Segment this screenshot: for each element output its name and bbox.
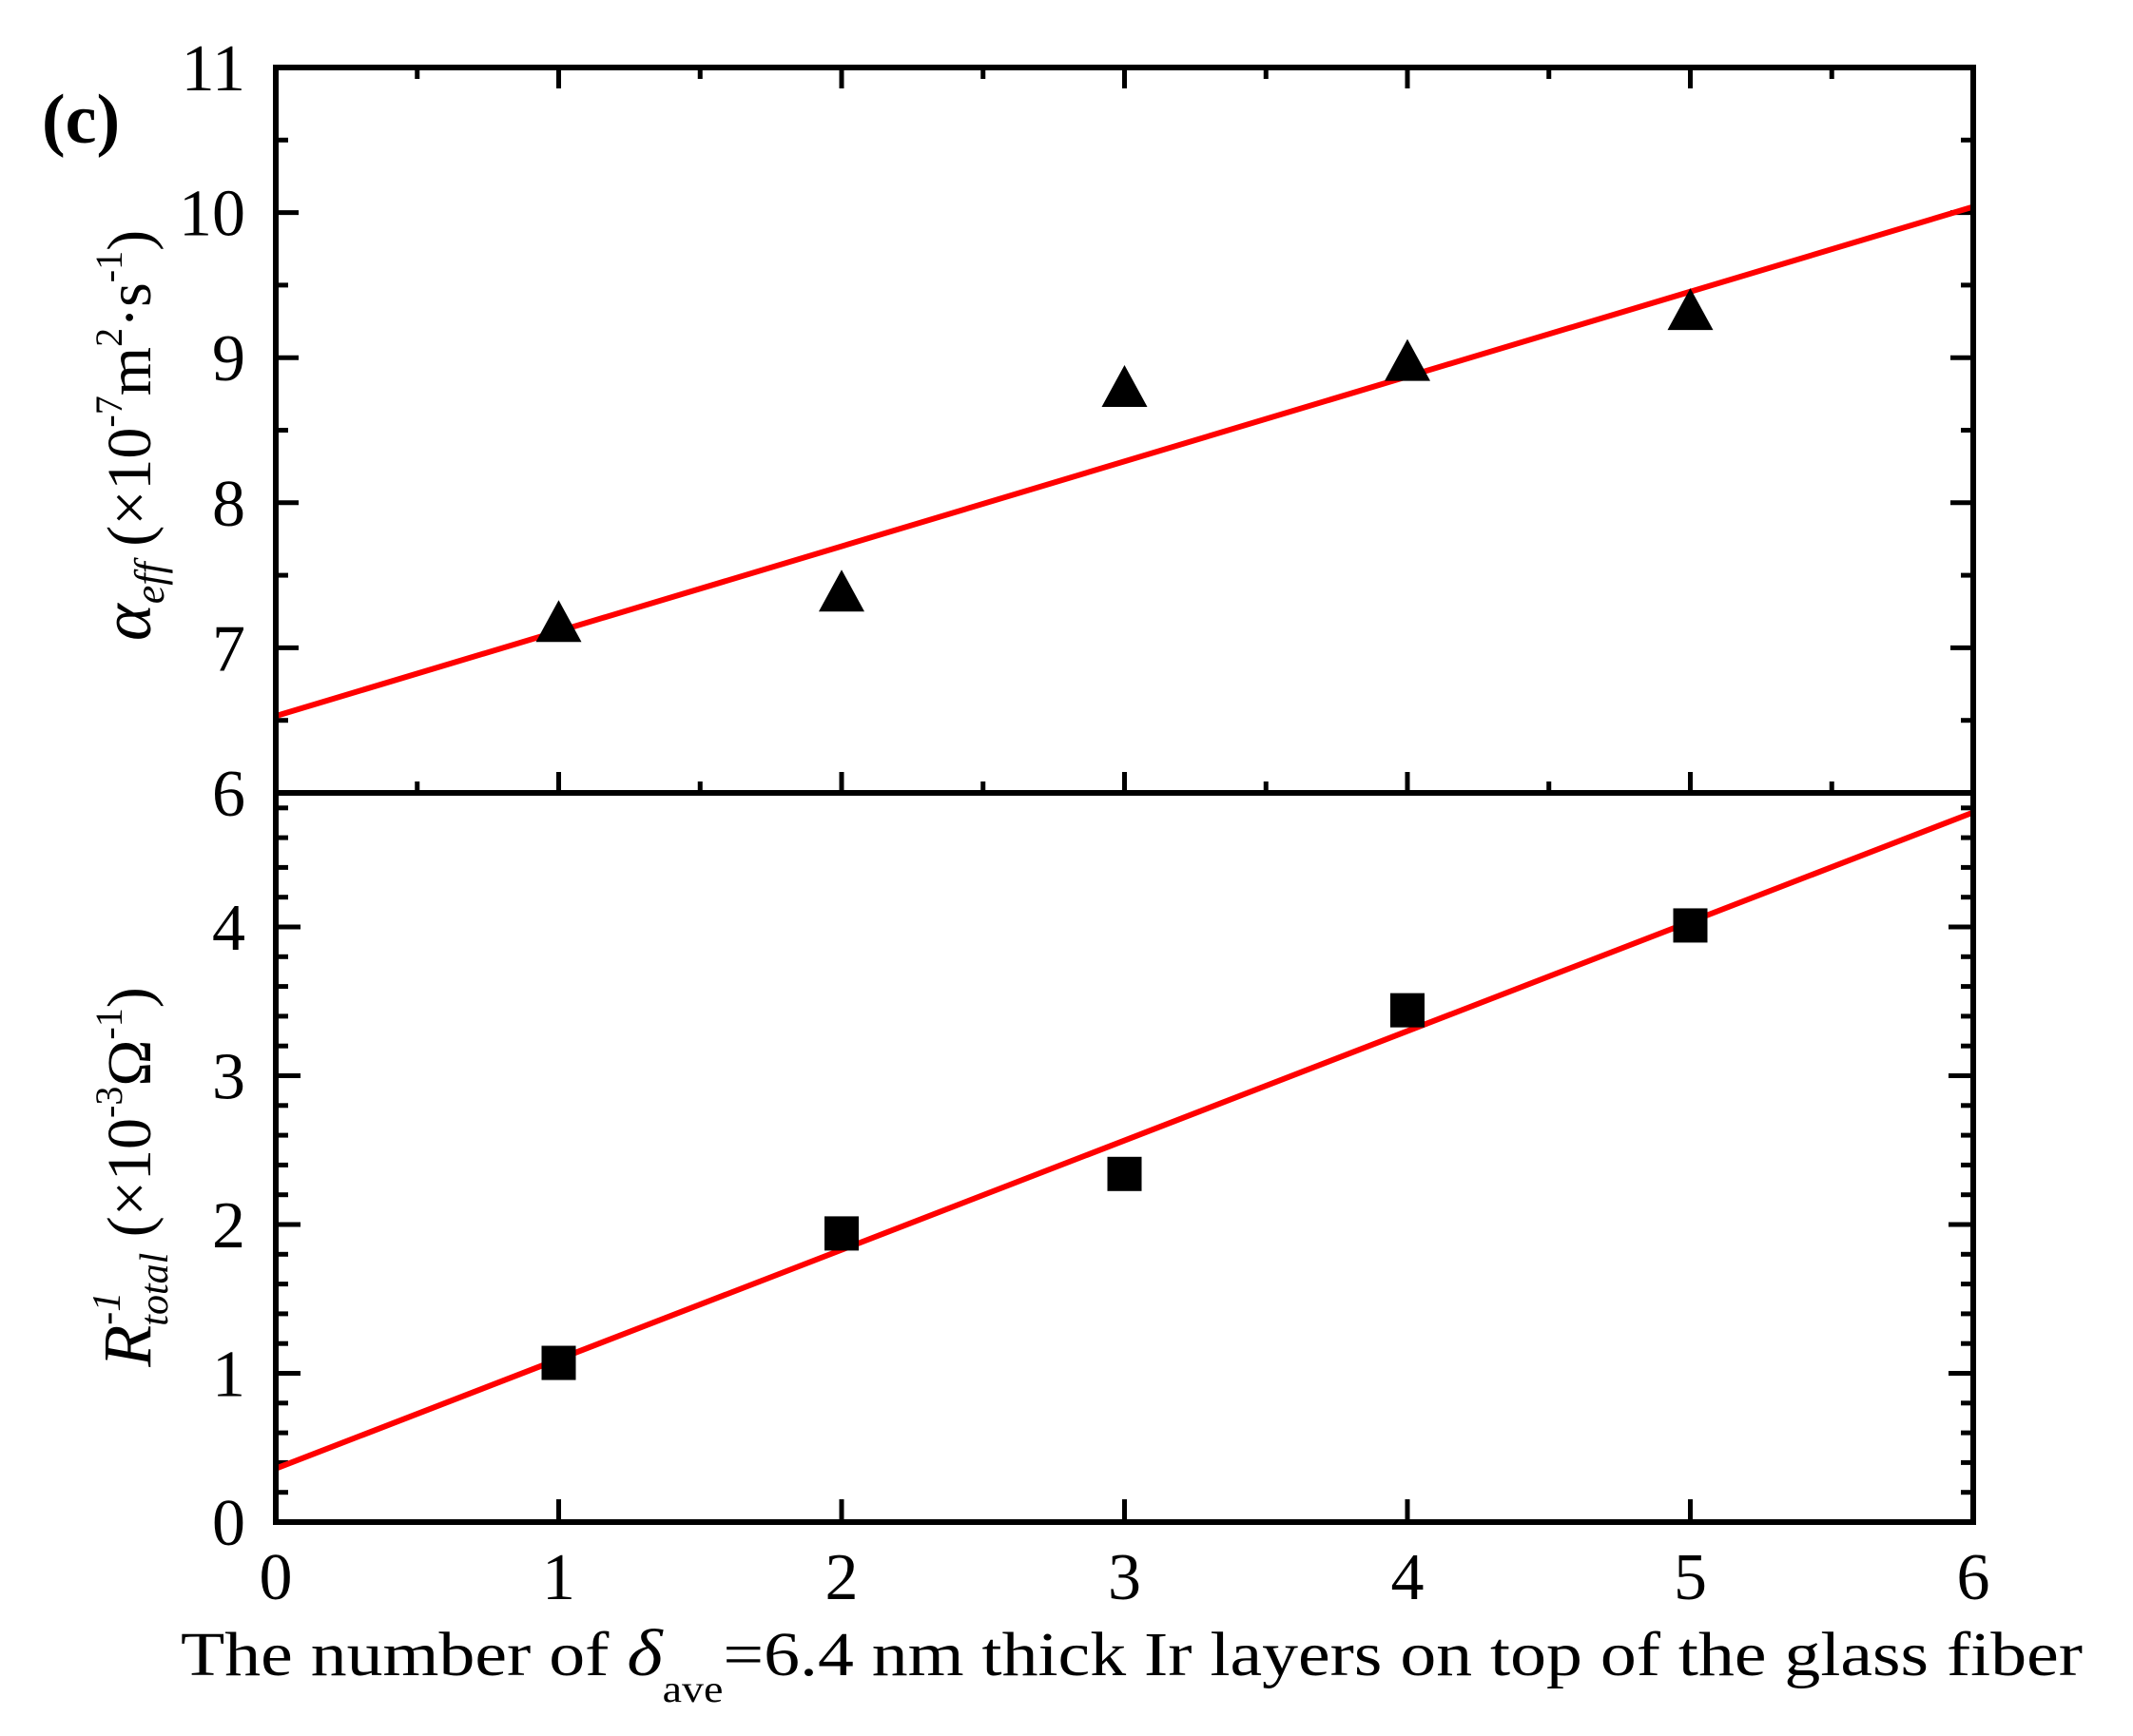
triangle-marker bbox=[819, 569, 864, 612]
y-tick-label: 9 bbox=[212, 322, 245, 395]
square-marker bbox=[824, 1216, 859, 1251]
x-tick-label: 3 bbox=[1108, 1541, 1141, 1614]
triangle-marker bbox=[1667, 288, 1714, 331]
bottom-y-axis-label: R-1total (×10-3Ω-1) bbox=[86, 987, 177, 1367]
y-tick-label: 3 bbox=[212, 1041, 245, 1114]
bottom-y-tick-labels: 0 1 2 3 4 bbox=[212, 892, 245, 1560]
square-marker bbox=[1107, 1156, 1142, 1191]
panel-label: (c) bbox=[42, 81, 120, 159]
y-tick-label: 6 bbox=[212, 758, 245, 831]
x-tick-label: 4 bbox=[1391, 1541, 1425, 1614]
x-tick-label: 2 bbox=[825, 1541, 859, 1614]
top-y-axis-label: αeff (×10-7m2·s-1) bbox=[87, 230, 173, 641]
x-tick-labels: 0 1 2 3 4 5 6 bbox=[260, 1541, 1990, 1614]
triangle-marker bbox=[535, 600, 582, 643]
square-marker bbox=[1673, 908, 1708, 943]
y-tick-label: 1 bbox=[212, 1339, 245, 1412]
top-y-tick-labels: 6 7 8 9 10 11 bbox=[179, 32, 245, 831]
x-tick-label: 0 bbox=[260, 1541, 293, 1614]
top-data-markers-triangle bbox=[535, 288, 1714, 643]
triangle-marker bbox=[1385, 338, 1430, 381]
bottom-data-markers-square bbox=[541, 908, 1708, 1380]
x-axis-label: The number of δ ave =6.4 nm thick Ir layer… bbox=[181, 1617, 2083, 1710]
y-tick-label: 7 bbox=[212, 612, 245, 685]
square-marker bbox=[541, 1345, 576, 1380]
y-tick-label: 11 bbox=[182, 32, 245, 106]
y-tick-label: 8 bbox=[212, 468, 245, 541]
x-tick-label: 1 bbox=[542, 1541, 575, 1614]
bottom-plot-frame bbox=[273, 790, 1976, 1525]
triangle-marker bbox=[1101, 365, 1148, 408]
y-tick-label: 0 bbox=[212, 1487, 245, 1560]
x-tick-label: 5 bbox=[1674, 1541, 1707, 1614]
y-tick-label: 10 bbox=[179, 178, 245, 251]
y-tick-label: 4 bbox=[212, 892, 245, 965]
x-tick-label: 6 bbox=[1957, 1541, 1990, 1614]
y-tick-label: 2 bbox=[212, 1189, 245, 1263]
square-marker bbox=[1390, 993, 1425, 1028]
